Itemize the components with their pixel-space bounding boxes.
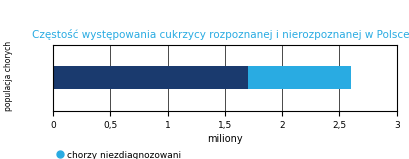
Title: Częstość występowania cukrzycy rozpoznanej i nierozpoznanej w Polsce¹⁶: Częstość występowania cukrzycy rozpoznan… <box>32 29 409 40</box>
X-axis label: miliony: miliony <box>207 134 243 144</box>
Legend: chorzy niezdiagnozowani, chorzy zdiagnozowani: chorzy niezdiagnozowani, chorzy zdiagnoz… <box>58 151 181 159</box>
Text: populacja chorych: populacja chorych <box>4 41 13 111</box>
Bar <box>53 66 248 90</box>
Bar <box>248 66 351 90</box>
